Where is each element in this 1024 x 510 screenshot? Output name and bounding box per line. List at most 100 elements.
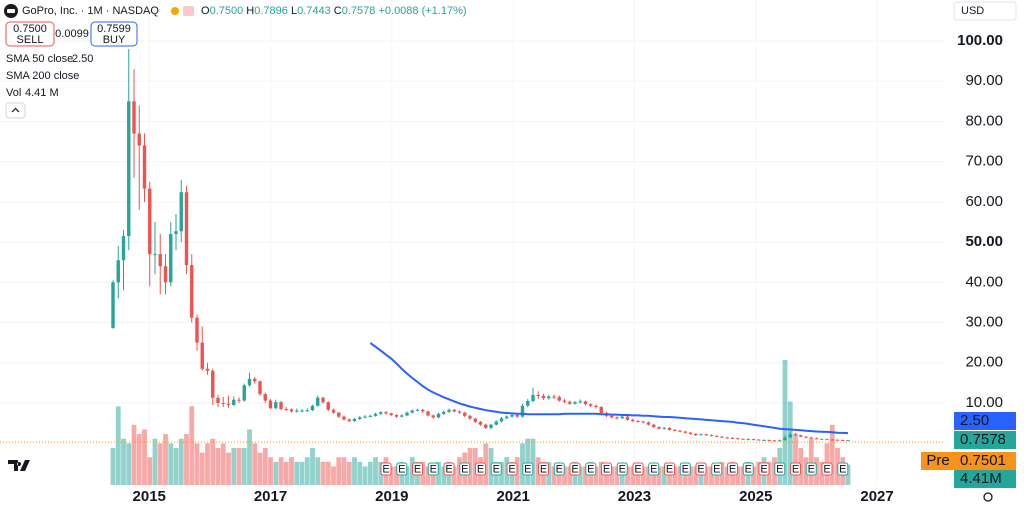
settings-icon[interactable]: [983, 492, 993, 502]
earnings-label: E: [540, 463, 547, 475]
earnings-box: [790, 462, 801, 476]
candle-body: [331, 409, 336, 413]
earnings-marker[interactable]: E: [380, 462, 392, 476]
y-tick-label: 10.00: [965, 394, 1003, 411]
candle-body: [557, 396, 561, 401]
volume-bar: [331, 466, 336, 485]
candle-body: [631, 419, 635, 422]
earnings-marker[interactable]: E: [805, 462, 817, 476]
volume-bar: [294, 461, 300, 485]
indicator-name[interactable]: Vol: [6, 87, 21, 99]
candle-body: [788, 434, 792, 438]
candle-body: [620, 416, 624, 419]
ohlc-label: L: [291, 5, 297, 17]
volume-bar: [147, 457, 153, 485]
earnings-label: E: [697, 463, 704, 475]
earnings-marker[interactable]: E: [396, 462, 408, 476]
earnings-marker[interactable]: E: [490, 462, 502, 476]
volume-bar: [241, 447, 247, 485]
earnings-marker[interactable]: E: [601, 462, 612, 476]
earnings-marker[interactable]: E: [711, 462, 723, 476]
earnings-box: [616, 462, 628, 476]
volume-bar: [782, 360, 788, 485]
earnings-marker[interactable]: E: [632, 462, 644, 476]
candle-body: [510, 415, 514, 417]
earnings-marker[interactable]: E: [774, 462, 786, 476]
candle-body: [694, 433, 698, 436]
earnings-marker[interactable]: E: [553, 462, 565, 476]
earnings-marker[interactable]: E: [821, 462, 833, 476]
y-tick-label: 100.00: [957, 32, 1003, 49]
earnings-marker[interactable]: E: [475, 462, 486, 476]
currency-button[interactable]: [953, 1, 1017, 21]
earnings-marker[interactable]: E: [648, 462, 660, 476]
earnings-box: [553, 462, 565, 476]
candle-body: [394, 415, 399, 417]
earnings-marker[interactable]: E: [837, 462, 849, 476]
volume-bar: [210, 438, 216, 485]
sma-line: [369, 342, 849, 435]
earnings-label: E: [776, 463, 783, 475]
candle-body: [326, 402, 330, 410]
candle-body: [137, 133, 141, 146]
earnings-marker[interactable]: E: [585, 462, 597, 476]
y-tick-label: 70.00: [965, 153, 1003, 170]
volume-bar: [226, 452, 231, 485]
earnings-marker[interactable]: E: [538, 462, 549, 476]
volume-bar: [357, 461, 363, 485]
sell-button[interactable]: [5, 21, 55, 47]
earnings-marker[interactable]: E: [758, 462, 770, 476]
indicator-name[interactable]: SMA 200 close: [6, 70, 79, 82]
candle-body: [751, 439, 756, 441]
earnings-label: E: [792, 463, 799, 475]
earnings-label: E: [808, 463, 815, 475]
candle-body: [704, 434, 708, 436]
earnings-marker[interactable]: E: [506, 462, 518, 476]
candle-body: [547, 396, 551, 399]
candle-body: [589, 404, 593, 406]
volume-bar: [236, 447, 242, 485]
candle-body: [415, 409, 420, 411]
earnings-marker[interactable]: E: [443, 462, 455, 476]
volume-bar: [168, 443, 174, 485]
earnings-marker[interactable]: E: [695, 462, 707, 476]
candle-body: [410, 410, 414, 413]
symbol-line[interactable]: GoPro, Inc. · 1M · NASDAQ: [22, 5, 159, 17]
earnings-marker[interactable]: E: [616, 462, 628, 476]
x-tick-label: 2017: [254, 488, 287, 505]
price-tag-label: 4.41M: [960, 470, 1002, 487]
collapse-button[interactable]: [5, 102, 26, 119]
volume-bar: [184, 434, 189, 485]
earnings-marker[interactable]: E: [790, 462, 801, 476]
earnings-marker[interactable]: E: [679, 462, 691, 476]
chevron-icon: [11, 107, 20, 113]
volume-bar: [751, 466, 756, 485]
volume-bar: [525, 438, 531, 485]
candle-body: [384, 412, 388, 414]
candle-body: [263, 394, 267, 401]
earnings-marker[interactable]: E: [727, 462, 738, 476]
candle-body: [715, 435, 719, 437]
tradingview-logo[interactable]: [8, 460, 30, 471]
x-tick-label: 2019: [375, 488, 408, 505]
volume-bar: [614, 466, 620, 485]
earnings-marker[interactable]: E: [742, 462, 754, 476]
earnings-marker[interactable]: E: [664, 462, 675, 476]
currency: USD: [961, 5, 984, 17]
earnings-label: E: [682, 463, 689, 475]
volume-bar: [178, 438, 184, 485]
earnings-marker[interactable]: E: [412, 462, 423, 476]
candle-body: [809, 437, 813, 439]
volume-bar: [247, 429, 252, 485]
candle-body: [163, 266, 168, 283]
indicator-name[interactable]: SMA 50 close: [6, 53, 73, 65]
earnings-marker[interactable]: E: [427, 462, 439, 476]
candle-body: [279, 402, 283, 409]
earnings-marker[interactable]: E: [569, 462, 581, 476]
earnings-marker[interactable]: E: [522, 462, 534, 476]
buy-button[interactable]: [90, 21, 138, 47]
earnings-box: [601, 462, 612, 476]
volume-bar: [163, 434, 168, 485]
earnings-marker[interactable]: E: [459, 462, 471, 476]
candle-body: [111, 282, 115, 329]
